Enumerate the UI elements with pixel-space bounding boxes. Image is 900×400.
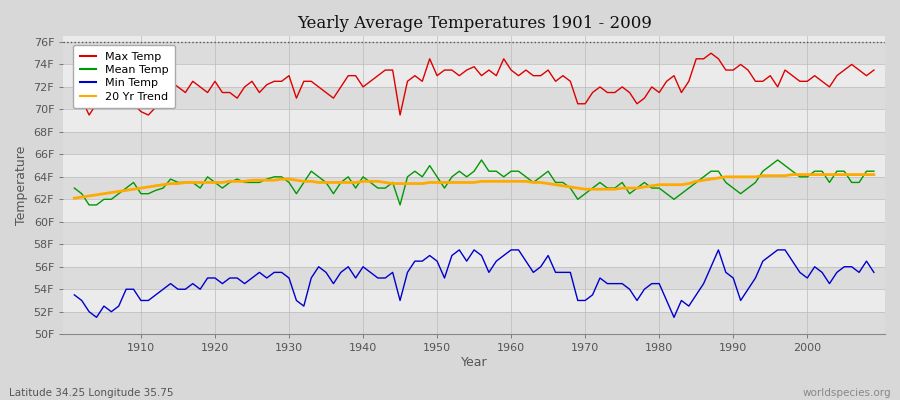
Bar [63,199,885,222]
Bar [63,64,885,87]
Bar [63,312,885,334]
Bar [63,154,885,177]
Bar [63,109,885,132]
Bar [63,42,885,64]
Bar [63,267,885,289]
Bar [63,244,885,267]
Bar [63,222,885,244]
Text: worldspecies.org: worldspecies.org [803,388,891,398]
Y-axis label: Temperature: Temperature [15,146,28,225]
Legend: Max Temp, Mean Temp, Min Temp, 20 Yr Trend: Max Temp, Mean Temp, Min Temp, 20 Yr Tre… [73,45,176,108]
Bar [63,87,885,109]
X-axis label: Year: Year [461,356,488,369]
Bar [63,132,885,154]
Text: Latitude 34.25 Longitude 35.75: Latitude 34.25 Longitude 35.75 [9,388,174,398]
Title: Yearly Average Temperatures 1901 - 2009: Yearly Average Temperatures 1901 - 2009 [297,15,652,32]
Bar [63,177,885,199]
Bar [63,289,885,312]
